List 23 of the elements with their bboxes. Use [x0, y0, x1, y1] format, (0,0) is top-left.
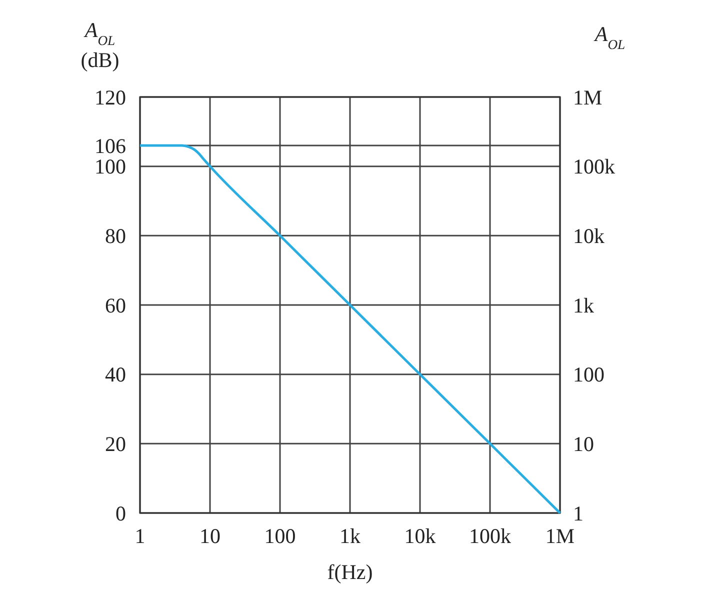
text: 1M — [573, 85, 602, 110]
y2-axis-title: A$_{OL}$ — [592, 22, 626, 52]
y-tick-label: 120 — [94, 85, 126, 110]
y-axis-title: A$_{OL}$ (dB) — [80, 18, 120, 72]
y-tick-label: 0 — [116, 501, 126, 526]
x-tick-label: 10 — [200, 524, 220, 548]
text: 100k — [573, 154, 616, 179]
x-tick-label: 1M — [545, 524, 575, 548]
text: 1k — [573, 293, 594, 318]
x-axis-title: f(Hz) — [327, 560, 373, 584]
y-tick-label: 40 — [105, 362, 126, 387]
y-tick-label: 80 — [105, 224, 126, 248]
text: 1 — [573, 501, 584, 526]
x-tick-label: 100k — [469, 524, 512, 548]
text: 10 — [573, 432, 594, 456]
text: 100 — [573, 362, 604, 387]
x-tick-label: 1k — [340, 524, 361, 548]
y-tick-label: 60 — [105, 293, 126, 318]
y-tick-label: 20 — [105, 432, 126, 456]
x-tick-label: 10k — [404, 524, 436, 548]
text: 10k — [573, 224, 605, 248]
x-tick-label: 1 — [134, 524, 146, 548]
x-tick-label: 100 — [264, 524, 296, 548]
